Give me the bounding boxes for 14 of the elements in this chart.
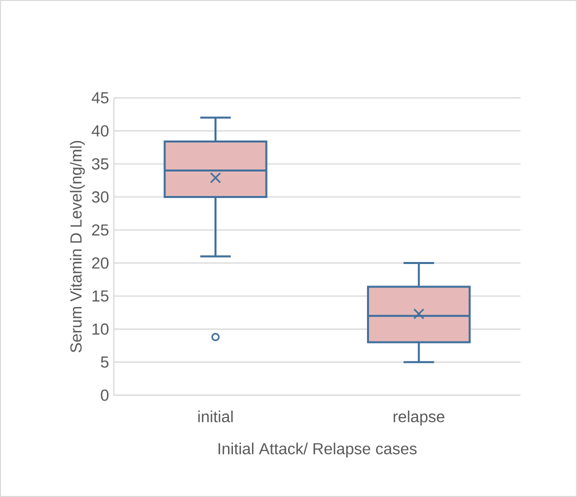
y-tick-label: 25 bbox=[92, 224, 108, 236]
x-tick-label: relapse bbox=[394, 410, 444, 426]
y-axis-title: Serum Vitamin D Level(ng/ml) bbox=[70, 140, 85, 352]
y-tick-label: 20 bbox=[92, 257, 109, 269]
y-tick-label: 45 bbox=[92, 92, 108, 104]
y-tick-label: 10 bbox=[92, 323, 109, 335]
y-tick-label: 30 bbox=[92, 191, 109, 203]
x-axis-title: Initial Attack/ Relapse cases bbox=[218, 442, 417, 458]
y-tick-label: 5 bbox=[100, 356, 108, 368]
y-tick-label: 35 bbox=[92, 158, 108, 170]
y-tick-label: 0 bbox=[100, 390, 109, 401]
x-tick-label: initial bbox=[198, 410, 233, 422]
y-tick-label: 15 bbox=[92, 290, 108, 302]
y-tick-label: 40 bbox=[92, 125, 109, 137]
